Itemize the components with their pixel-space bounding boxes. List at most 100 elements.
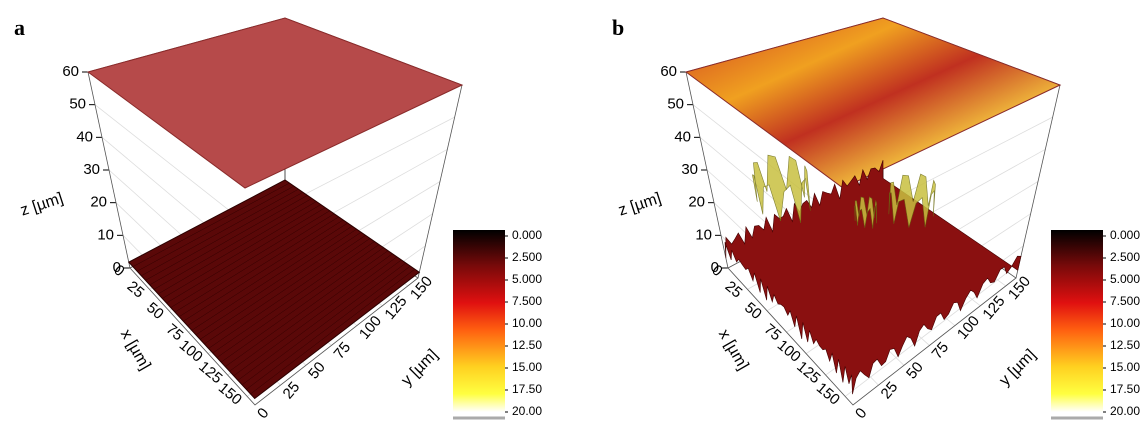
- surface-streak: [132, 182, 290, 267]
- surface-streak: [212, 241, 375, 354]
- z-axis-title: z [µm]: [616, 190, 663, 220]
- surface: [724, 160, 1022, 395]
- colorbar-tick-label: 7.500: [512, 294, 542, 308]
- z-axis-title: z [µm]: [18, 190, 65, 220]
- colorbar-tick-label: 20.00: [1110, 404, 1140, 418]
- colorbar-tick-label: 12.50: [1110, 338, 1140, 352]
- surface-peak: [752, 154, 811, 224]
- y-tick-label: 75: [928, 339, 952, 363]
- surface-streak: [158, 201, 317, 295]
- surface-streak: [208, 238, 371, 349]
- z-tick-label: 20: [90, 194, 107, 211]
- y-axis-title: y [µm]: [398, 346, 441, 389]
- colorbar-tick-label: 7.500: [1110, 294, 1140, 308]
- y-tick-label: 75: [330, 339, 354, 363]
- surface-streak: [229, 253, 393, 372]
- y-tick-label: 0: [254, 405, 272, 422]
- z-tick-label: 40: [674, 128, 691, 145]
- top-projection: [86, 17, 464, 189]
- colorbar-tick-label: 2.500: [512, 250, 542, 264]
- y-tick-label: 150: [1005, 273, 1034, 303]
- z-tick-label: 60: [660, 63, 677, 80]
- panel: b010203040506002550751001251500255075100…: [612, 15, 1140, 422]
- z-tick-label: 10: [97, 226, 114, 243]
- surface-streak: [162, 204, 321, 299]
- z-tick-label: 0: [711, 259, 719, 276]
- z-tick-label: 50: [69, 96, 86, 113]
- surface-streak: [250, 268, 415, 395]
- y-tick-label: 25: [280, 379, 304, 403]
- surface-streak: [153, 198, 312, 290]
- surface-streak: [191, 225, 353, 331]
- top-projection: [684, 17, 1062, 189]
- z-tick-label: 10: [695, 226, 712, 243]
- panel: a010203040506002550751001251500255075100…: [14, 15, 542, 422]
- colorbar: [1051, 230, 1103, 412]
- surface-streak: [145, 192, 304, 281]
- colorbar-tick-label: 10.00: [1110, 316, 1140, 330]
- x-tick-label: 25: [722, 278, 746, 302]
- x-tick-label: 125: [793, 358, 823, 387]
- surface-streak: [170, 210, 330, 308]
- surface-peak: [854, 196, 877, 229]
- y-axis-title: y [µm]: [996, 346, 1039, 389]
- z-tick-label: 20: [688, 194, 705, 211]
- colorbar: [453, 230, 505, 412]
- y-tick-label: 100: [954, 313, 983, 343]
- surface-peak: [888, 173, 936, 228]
- surface-streak: [233, 256, 398, 376]
- y-tick-label: 0: [852, 405, 870, 422]
- surface-streak: [166, 207, 326, 304]
- x-axis-title: x [µm]: [117, 327, 154, 374]
- z-tick-label: 40: [76, 128, 93, 145]
- surface-streak: [199, 232, 362, 340]
- colorbar-tick-label: 10.00: [512, 316, 542, 330]
- colorbar-tick-label: 5.000: [512, 272, 542, 286]
- colorbar-tick-label: 15.00: [1110, 360, 1140, 374]
- surface-streak: [225, 250, 389, 367]
- surface-streak: [195, 228, 357, 336]
- x-tick-label: 50: [741, 299, 765, 323]
- y-tick-label: 25: [878, 379, 902, 403]
- surface-streak: [141, 188, 299, 276]
- colorbar-tick-label: 17.50: [512, 382, 542, 396]
- z-tick-label: 50: [667, 96, 684, 113]
- z-tick-label: 60: [62, 63, 79, 80]
- y-tick-label: 125: [979, 293, 1008, 323]
- z-tick-label: 30: [681, 161, 698, 178]
- surface: [127, 179, 421, 400]
- colorbar-tick-label: 17.50: [1110, 382, 1140, 396]
- colorbar-tick-label: 0.000: [1110, 228, 1140, 242]
- colorbar-tick-label: 5.000: [1110, 272, 1140, 286]
- surface-streak: [241, 262, 407, 386]
- surface-streak: [237, 259, 402, 381]
- z-tick-label: 0: [113, 259, 121, 276]
- x-tick-label: 50: [143, 299, 167, 323]
- y-tick-label: 50: [903, 359, 927, 383]
- colorbar-tick-label: 20.00: [512, 404, 542, 418]
- surface-streak: [174, 213, 335, 313]
- z-tick-label: 30: [83, 161, 100, 178]
- surface-streak: [216, 244, 380, 358]
- panel-label: b: [612, 15, 624, 40]
- colorbar-tick-label: 15.00: [512, 360, 542, 374]
- x-axis-title: x [µm]: [715, 327, 752, 374]
- y-tick-label: 50: [305, 359, 329, 383]
- surface-streak: [204, 235, 366, 345]
- surface-streak: [149, 195, 308, 286]
- x-tick-label: 25: [124, 278, 148, 302]
- surface-streak: [137, 185, 295, 272]
- surface-streak: [187, 222, 348, 326]
- x-tick-label: 100: [774, 337, 804, 366]
- surface-streak: [246, 265, 411, 390]
- colorbar-tick-label: 2.500: [1110, 250, 1140, 264]
- surface-streak: [220, 247, 384, 363]
- x-tick-label: 150: [813, 379, 843, 408]
- colorbar-tick-label: 0.000: [512, 228, 542, 242]
- surface-streak: [178, 216, 339, 317]
- panel-label: a: [14, 15, 25, 40]
- grid-line: [844, 271, 1008, 397]
- surface-streak: [183, 219, 344, 322]
- colorbar-tick-label: 12.50: [512, 338, 542, 352]
